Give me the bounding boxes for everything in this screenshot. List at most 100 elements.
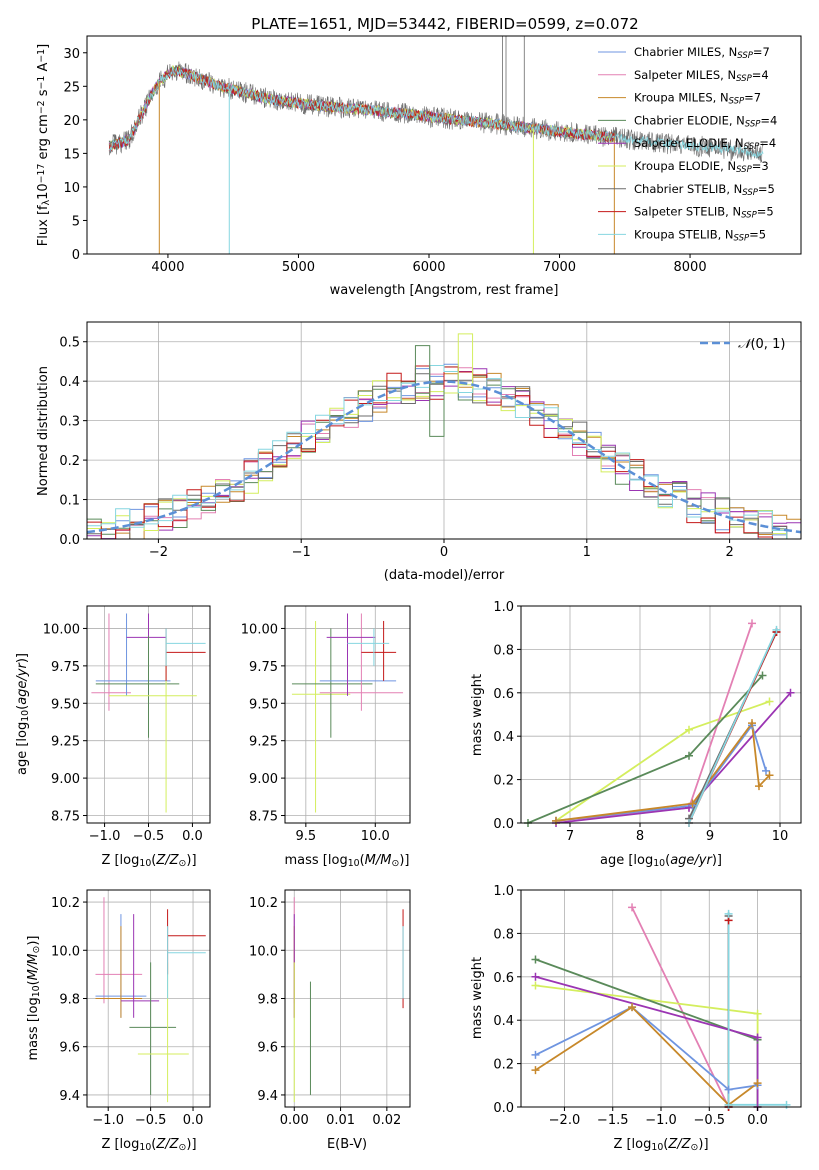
y-tick-label: 8.75 [51, 810, 80, 825]
legend-label-tail: =4 [760, 113, 777, 127]
legend-label-tail: =4 [752, 68, 769, 82]
label-part: ⊙ [179, 1142, 187, 1153]
x-tick-label: 0.0 [747, 1113, 768, 1128]
y-tick-label: 9.00 [249, 772, 278, 787]
model-spectrum-line [108, 65, 615, 150]
legend-label-base: Kroupa MILES, N [634, 91, 729, 105]
y-tick-label: 9.00 [51, 772, 80, 787]
weight-marker [765, 771, 774, 780]
label-part: ⊙ [391, 858, 399, 869]
histogram-bin [429, 389, 445, 437]
legend-label: Kroupa ELODIE, NSSP=3 [634, 159, 769, 175]
histogram-bin [457, 333, 474, 390]
legend-label-sub: SSP [745, 120, 761, 130]
label-part: −1 [36, 49, 47, 63]
x-tick-label: −1.0 [92, 1113, 124, 1128]
weight-marker [782, 1100, 791, 1109]
mass-z-axes: −1.0 −0.5 0.0 9.4 9.6 9.8 10.0 10.2 [51, 889, 211, 1128]
label-part: )] [698, 1137, 708, 1152]
legend-label: Salpeter STELIB, NSSP=5 [634, 205, 774, 221]
weight-marker [755, 782, 763, 791]
y-tick-label: 0.4 [493, 1014, 514, 1029]
x-tick-label: 10 [772, 829, 789, 844]
x-tick-label: −0.5 [133, 829, 165, 844]
mass-ebv-x-label: E(B-V) [327, 1137, 367, 1152]
x-tick-label: 4000 [151, 260, 184, 275]
legend-label: Chabrier STELIB, NSSP=5 [634, 182, 775, 198]
y-tick-label: 10.2 [249, 896, 278, 911]
label-part: )] [186, 853, 196, 868]
x-tick-label: 1 [583, 545, 591, 560]
legend-label: 𝒩(0, 1) [738, 337, 785, 352]
spectrum-x-label: wavelength [Angstrom, rest frame] [330, 283, 559, 298]
plot-area [108, 36, 764, 254]
legend-label: Chabrier ELODIE, NSSP=4 [634, 113, 777, 129]
label-part: )] [712, 853, 722, 868]
legend-label-sub: SSP [729, 97, 745, 107]
label-part: ( [151, 853, 156, 868]
weight-marker [748, 719, 756, 728]
weight-age-axes: 7 8 9 10 0.0 0.2 0.4 0.6 0.8 1.0 [493, 600, 802, 844]
y-tick-label: 0.2 [493, 1058, 514, 1073]
label-part: 10 [139, 1142, 151, 1153]
y-tick-label: 0.4 [493, 730, 514, 745]
label-part: 10 [36, 183, 51, 200]
age-mass-x-label: mass [log10(M/M⊙)] [285, 853, 410, 869]
x-tick-label: 0.02 [372, 1113, 401, 1128]
legend-label-sub: SSP [734, 234, 750, 244]
label-part: Z [log [101, 1137, 139, 1152]
weight-line [535, 1006, 758, 1091]
weight-marker [772, 625, 781, 634]
y-tick-label: 0.4 [59, 375, 80, 390]
label-part: 10 [651, 1142, 663, 1153]
y-tick-label: 8.75 [249, 810, 278, 825]
legend-label-tail: =5 [757, 205, 774, 219]
y-tick-label: 0.0 [493, 817, 514, 832]
x-tick-label: 0.0 [182, 829, 203, 844]
y-tick-label: 10.00 [43, 622, 80, 637]
weight-line [555, 700, 770, 822]
label-part: 10 [348, 858, 360, 869]
weight-marker [748, 619, 756, 628]
y-tick-label: 0.6 [493, 971, 514, 986]
x-tick-label: −1.0 [645, 1113, 677, 1128]
label-part: ⊙ [691, 1142, 699, 1153]
y-tick-label: 0.2 [59, 454, 80, 469]
plot-area [91, 613, 206, 813]
label-part: −1 [36, 76, 47, 90]
label-part: ( [665, 853, 670, 868]
x-tick-label: 7000 [543, 260, 576, 275]
label-part: (0, 1) [750, 337, 785, 352]
y-tick-label: 0.8 [493, 643, 514, 658]
residual-axes: −2 −1 0 1 2 0.0 0.1 0.2 0.3 0.4 0.5 [59, 321, 802, 560]
label-part: age/yr [670, 853, 713, 868]
x-tick-label: 6000 [412, 260, 445, 275]
label-part: )] [186, 1137, 196, 1152]
spectrum-title: PLATE=1651, MJD=53442, FIBERID=0599, z=0… [251, 15, 638, 33]
legend-label-sub: SSP [741, 211, 757, 221]
weight-marker [724, 1085, 733, 1094]
legend-label: Kroupa STELIB, NSSP=5 [634, 227, 766, 243]
legend-label-base: Chabrier MILES, N [634, 45, 737, 59]
x-tick-label: −1.0 [89, 829, 121, 844]
label-part: ⊙ [179, 858, 187, 869]
residual-x-label: (data-model)/error [384, 568, 505, 583]
y-tick-label: 0.8 [493, 927, 514, 942]
label-part: mass [log [285, 853, 348, 868]
weight-marker [688, 799, 697, 808]
weight-marker [753, 1009, 762, 1018]
x-tick-label: 0.01 [326, 1113, 355, 1128]
residual-y-label: Normed distribution [36, 366, 51, 496]
label-part: −17 [36, 164, 47, 184]
label-part: age/yr [15, 661, 30, 704]
x-tick-label: −0.5 [135, 1113, 167, 1128]
spectrum-y-label: Flux [fλ10−17 erg cm−2 s−1 A−1] [36, 44, 52, 246]
legend-label-sub: SSP [736, 165, 752, 175]
weight-marker [753, 1079, 762, 1088]
label-part: )] [26, 936, 41, 946]
y-tick-label: 9.8 [257, 993, 278, 1008]
label-part: 10 [653, 858, 665, 869]
label-part: s [36, 89, 51, 100]
